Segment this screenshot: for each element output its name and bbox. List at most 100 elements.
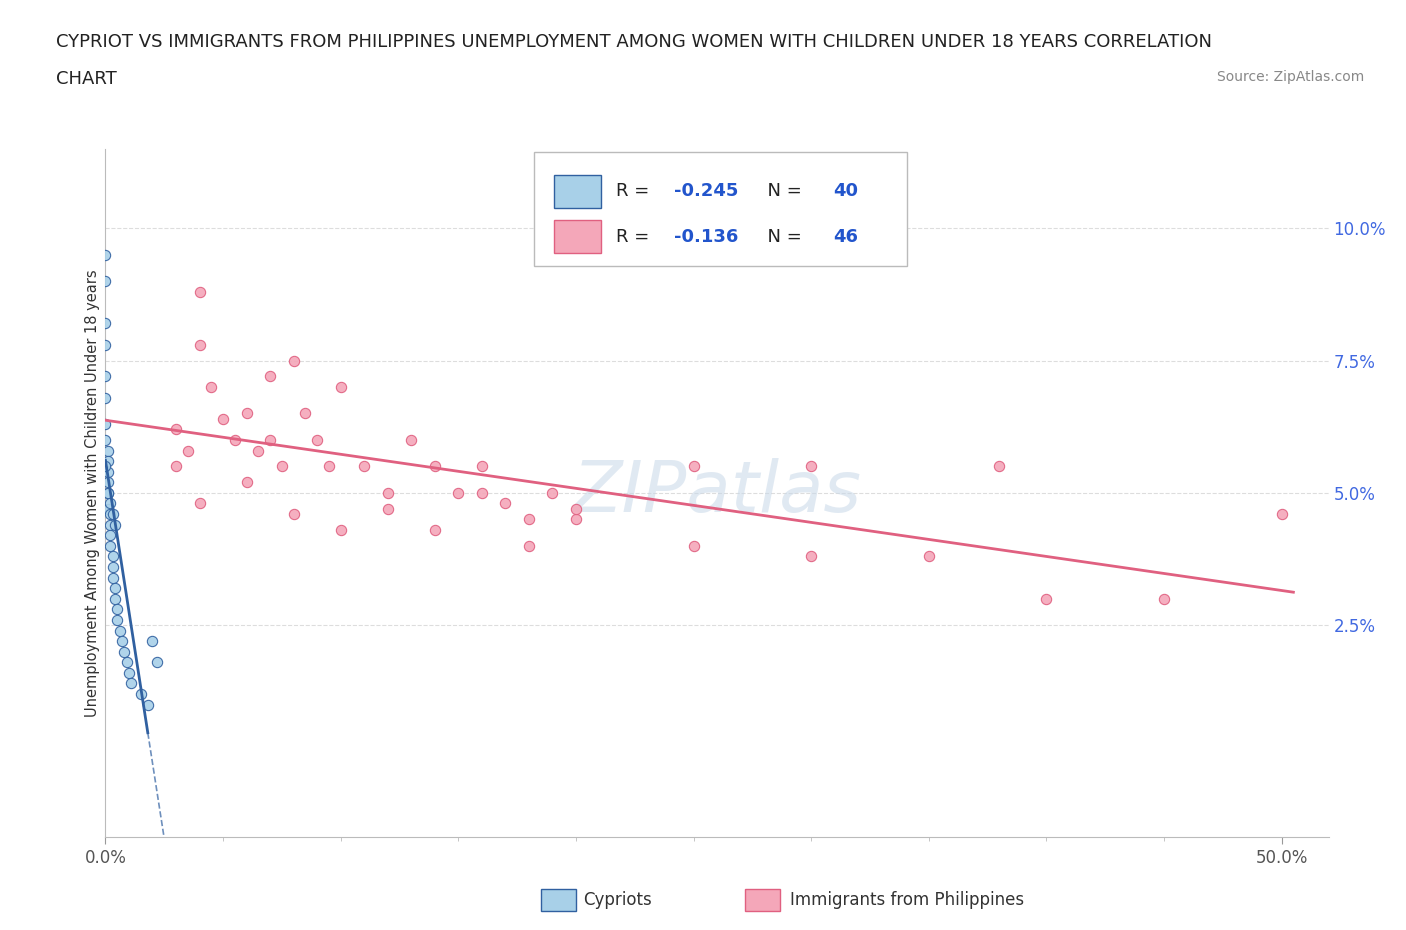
Point	[447, 485, 470, 500]
Point	[247, 443, 270, 458]
Point	[800, 459, 823, 474]
Point	[212, 411, 235, 426]
Point	[1035, 591, 1057, 606]
Point	[377, 485, 399, 500]
Point	[94, 391, 117, 405]
Text: Source: ZipAtlas.com: Source: ZipAtlas.com	[1216, 70, 1364, 84]
Point	[97, 475, 120, 490]
Y-axis label: Unemployment Among Women with Children Under 18 years: Unemployment Among Women with Children U…	[84, 269, 100, 717]
Point	[988, 459, 1011, 474]
Point	[1153, 591, 1175, 606]
Point	[165, 422, 187, 437]
Point	[283, 507, 305, 522]
Point	[177, 443, 200, 458]
Text: CHART: CHART	[56, 70, 117, 87]
Point	[94, 417, 117, 432]
Point	[111, 633, 134, 648]
FancyBboxPatch shape	[533, 153, 907, 266]
Point	[98, 517, 121, 532]
Point	[377, 501, 399, 516]
Point	[682, 459, 704, 474]
Point	[101, 560, 124, 575]
Point	[541, 485, 564, 500]
Point	[1271, 507, 1294, 522]
Text: Cypriots: Cypriots	[583, 891, 652, 910]
Text: 46: 46	[834, 228, 858, 246]
Point	[94, 338, 117, 352]
Point	[918, 549, 941, 564]
Point	[565, 512, 588, 526]
Point	[118, 666, 141, 681]
Point	[98, 496, 121, 511]
Point	[94, 432, 117, 447]
Point	[104, 591, 127, 606]
Point	[318, 459, 340, 474]
FancyBboxPatch shape	[554, 175, 600, 208]
Point	[353, 459, 375, 474]
Point	[401, 432, 423, 447]
Point	[97, 485, 120, 500]
Text: N =: N =	[756, 182, 807, 201]
Text: Immigrants from Philippines: Immigrants from Philippines	[790, 891, 1025, 910]
Point	[224, 432, 246, 447]
Point	[283, 353, 305, 368]
Point	[235, 406, 257, 421]
Point	[471, 459, 494, 474]
Point	[120, 676, 142, 691]
Point	[329, 523, 352, 538]
Text: -0.245: -0.245	[675, 182, 738, 201]
Point	[101, 507, 124, 522]
Point	[98, 528, 121, 543]
Point	[517, 538, 540, 553]
Point	[94, 273, 117, 288]
Point	[105, 602, 128, 617]
Point	[517, 512, 540, 526]
Point	[101, 570, 124, 585]
Point	[565, 501, 588, 516]
Point	[307, 432, 329, 447]
Text: 40: 40	[834, 182, 858, 201]
Text: ZIPatlas: ZIPatlas	[572, 458, 862, 527]
Point	[165, 459, 187, 474]
Point	[101, 549, 124, 564]
Point	[259, 369, 281, 384]
Point	[108, 623, 131, 638]
Point	[270, 459, 292, 474]
Point	[188, 338, 211, 352]
Text: -0.136: -0.136	[675, 228, 738, 246]
Point	[97, 485, 120, 500]
Point	[471, 485, 494, 500]
Point	[235, 475, 257, 490]
Point	[97, 443, 120, 458]
Point	[188, 285, 211, 299]
Point	[97, 501, 120, 516]
Point	[104, 580, 127, 595]
Point	[98, 538, 121, 553]
Point	[200, 379, 222, 394]
Point	[94, 247, 117, 262]
Point	[104, 517, 127, 532]
Text: R =: R =	[616, 228, 655, 246]
Point	[259, 432, 281, 447]
Point	[112, 644, 135, 659]
Point	[682, 538, 704, 553]
Point	[423, 523, 446, 538]
FancyBboxPatch shape	[554, 220, 600, 253]
Point	[98, 507, 121, 522]
Point	[188, 496, 211, 511]
Text: N =: N =	[756, 228, 807, 246]
Point	[294, 406, 316, 421]
Point	[94, 459, 117, 474]
Point	[141, 633, 163, 648]
Point	[94, 369, 117, 384]
Point	[105, 613, 128, 628]
Point	[97, 454, 120, 469]
Point	[423, 459, 446, 474]
Point	[97, 464, 120, 479]
Point	[136, 698, 159, 712]
Text: CYPRIOT VS IMMIGRANTS FROM PHILIPPINES UNEMPLOYMENT AMONG WOMEN WITH CHILDREN UN: CYPRIOT VS IMMIGRANTS FROM PHILIPPINES U…	[56, 33, 1212, 50]
Point	[329, 379, 352, 394]
Point	[494, 496, 516, 511]
Text: R =: R =	[616, 182, 655, 201]
Point	[115, 655, 138, 670]
